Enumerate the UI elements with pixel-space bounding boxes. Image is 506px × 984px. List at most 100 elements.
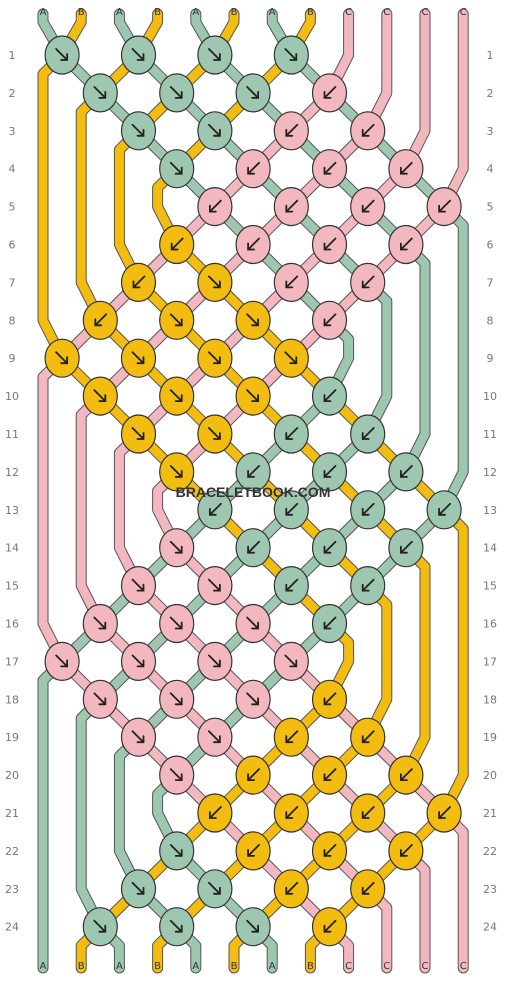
knot [235, 149, 271, 189]
arrow-down-right-icon [208, 351, 221, 365]
knot [235, 73, 271, 113]
knot [197, 338, 233, 378]
strand-letter-top: C [383, 7, 390, 18]
knot [235, 528, 271, 568]
arrow-down-left-icon [400, 844, 413, 857]
row-label: 2 [9, 87, 16, 100]
arrow-down-right-icon [208, 730, 221, 744]
row-label: 7 [487, 276, 494, 289]
row-label: 1 [9, 49, 16, 62]
knot [350, 262, 386, 302]
arrow-down-left-icon [361, 730, 375, 744]
knot [159, 224, 195, 265]
arrow-down-right-icon [131, 351, 145, 365]
arrow-down-left-icon [285, 881, 299, 895]
knot [44, 641, 80, 682]
strand-letters: A B A B A B A B C C C C A B A B A B A B C C C C [40, 7, 467, 972]
row-label: 13 [483, 504, 497, 517]
strand-letter-bottom: B [231, 961, 238, 972]
arrow-down-left-icon [247, 540, 260, 554]
knot [82, 73, 118, 113]
knot [120, 414, 157, 454]
strand-letter-bottom: B [154, 961, 161, 972]
strand-letter-top: B [78, 7, 85, 18]
knot [311, 603, 348, 644]
arrow-down-right-icon [208, 654, 221, 668]
arrow-down-left-icon [132, 275, 146, 289]
arrow-down-left-icon [361, 881, 375, 895]
knot [235, 603, 271, 644]
knot [197, 793, 233, 833]
knot [273, 35, 309, 75]
arrow-down-right-icon [169, 616, 183, 630]
knot [311, 679, 348, 719]
row-label: 5 [9, 201, 16, 214]
knot [273, 717, 309, 757]
knot [273, 793, 309, 833]
strand-letter-bottom: A [269, 961, 276, 972]
row-label: 15 [483, 580, 497, 593]
arrow-down-right-icon [131, 48, 145, 61]
row-label: 17 [5, 655, 19, 668]
arrow-down-right-icon [131, 730, 145, 744]
knot [235, 376, 271, 416]
knot [82, 300, 118, 340]
knot [311, 300, 348, 340]
arrow-down-left-icon [361, 275, 375, 289]
knot [350, 869, 386, 909]
strand-letter-top: A [116, 7, 123, 18]
knot [120, 869, 157, 909]
knot [159, 907, 195, 947]
knot [311, 755, 348, 795]
strand-letter-top: A [192, 7, 199, 18]
row-label: 14 [5, 542, 19, 555]
knot [159, 73, 195, 113]
row-label: 20 [5, 769, 19, 782]
knot [120, 35, 157, 75]
arrow-down-left-icon [361, 806, 375, 819]
arrow-down-right-icon [169, 161, 183, 175]
strand-C [153, 9, 468, 973]
arrow-down-right-icon [55, 48, 68, 61]
arrow-down-left-icon [285, 806, 299, 819]
arrow-down-left-icon [209, 502, 222, 516]
strand-letter-bottom: C [422, 961, 429, 972]
knot [197, 187, 233, 227]
knot [273, 187, 309, 227]
arrow-down-left-icon [285, 502, 299, 516]
knot [235, 831, 271, 871]
row-label: 11 [5, 428, 19, 441]
knot [197, 490, 233, 530]
knot [120, 338, 157, 378]
arrow-down-left-icon [323, 237, 337, 251]
knot [235, 755, 271, 795]
knot [82, 603, 118, 644]
arrow-down-left-icon [170, 237, 184, 251]
arrow-down-right-icon [55, 654, 68, 668]
knot [426, 490, 462, 530]
arrow-down-right-icon [169, 389, 183, 402]
arrow-down-left-icon [400, 540, 413, 554]
arrow-down-right-icon [246, 313, 259, 327]
knot [159, 831, 195, 871]
strand-letter-top: A [269, 7, 276, 18]
row-label: 16 [483, 618, 497, 631]
arrow-down-left-icon [285, 123, 299, 137]
arrow-down-left-icon [247, 161, 260, 175]
arrow-down-right-icon [246, 616, 259, 630]
row-label: 16 [5, 618, 19, 631]
knot [311, 149, 348, 189]
arrow-down-right-icon [131, 654, 145, 668]
arrow-down-right-icon [246, 919, 259, 933]
strand-letter-bottom: C [460, 961, 467, 972]
row-label: 4 [9, 163, 16, 176]
knot [235, 300, 271, 340]
knot [197, 869, 233, 909]
arrow-down-left-icon [285, 578, 299, 592]
arrow-down-right-icon [93, 919, 107, 933]
row-label: 7 [9, 276, 16, 289]
arrow-down-left-icon [323, 313, 337, 327]
arrow-down-right-icon [284, 48, 298, 61]
arrow-down-left-icon [400, 161, 413, 175]
arrow-down-left-icon [323, 919, 337, 933]
